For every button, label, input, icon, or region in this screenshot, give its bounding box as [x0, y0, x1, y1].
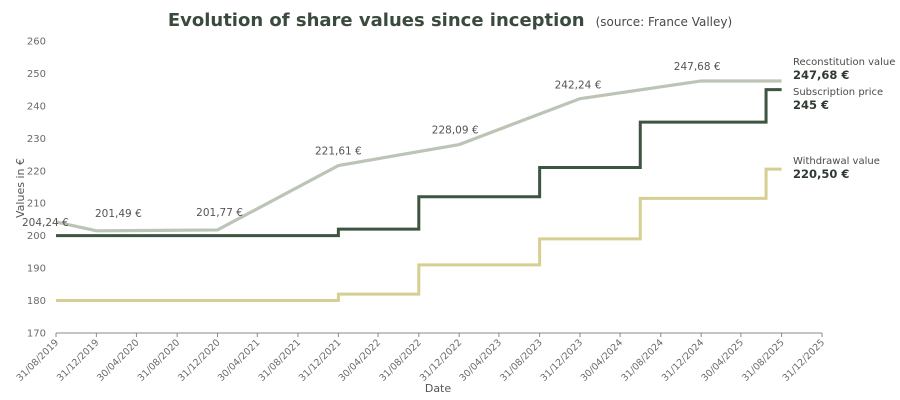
series-line-reconstitution-value [55, 79, 782, 233]
y-tick-label: 170 [27, 329, 46, 340]
legend-end-value: 247,68 € [793, 68, 849, 82]
y-tick-label: 200 [27, 231, 46, 242]
data-label: 242,24 € [555, 80, 602, 92]
x-tick-label: 31/08/2022 [377, 337, 424, 384]
y-tick-label: 190 [27, 264, 46, 275]
x-tick-label: 30/04/2022 [337, 337, 384, 384]
y-axis-ticks: 170 180 190 200 210 220 230 240 250 260 [27, 37, 46, 340]
x-tick-label: 30/04/2020 [95, 337, 142, 384]
data-label: 247,68 € [674, 61, 721, 73]
y-tick-label: 230 [27, 134, 46, 145]
chart-title: Evolution of share values since inceptio… [167, 10, 585, 31]
x-tick-label: 31/08/2020 [136, 337, 183, 384]
chart-subtitle: (source: France Valley) [595, 15, 733, 29]
legend-name: Withdrawal value [793, 156, 880, 167]
legend-end-value: 220,50 € [793, 167, 849, 181]
x-tick-label: 30/04/2023 [458, 337, 505, 384]
x-tick-label: 31/08/2019 [15, 337, 62, 384]
x-axis-label: Date [425, 382, 452, 395]
y-tick-label: 240 [27, 101, 46, 112]
y-tick-label: 210 [27, 199, 46, 210]
legend-end-value: 245 € [793, 98, 829, 112]
x-tick-label: 31/08/2023 [498, 337, 545, 384]
series-line-withdrawal-value [56, 167, 782, 303]
x-tick-label: 30/04/2021 [216, 337, 263, 384]
x-tick-label: 30/04/2025 [700, 337, 747, 384]
x-axis-ticks: 31/08/201931/12/201930/04/202031/08/2020… [15, 333, 828, 384]
data-label: 204,24 € [22, 217, 69, 229]
x-tick-label: 31/12/2025 [781, 337, 828, 384]
data-labels: 204,24 € 201,49 € 201,77 € 221,61 € 228,09 €… [22, 61, 721, 229]
x-tick-label: 31/08/2025 [740, 337, 787, 384]
x-tick-label: 31/08/2024 [619, 337, 666, 384]
y-tick-label: 260 [27, 37, 46, 48]
legend-name: Reconstitution value [793, 57, 895, 68]
x-tick-label: 31/08/2021 [257, 337, 304, 384]
series-line-subscription-price [56, 88, 782, 238]
y-tick-label: 250 [27, 69, 46, 80]
series-lines [55, 79, 782, 303]
y-tick-label: 220 [27, 166, 46, 177]
data-label: 228,09 € [432, 125, 479, 137]
y-axis-label: Values in € [14, 158, 27, 218]
data-label: 201,77 € [196, 207, 243, 219]
chart-title-block: Evolution of share values since inceptio… [0, 10, 900, 31]
y-tick-label: 180 [27, 296, 46, 307]
data-label: 201,49 € [95, 208, 142, 220]
x-tick-label: 30/04/2024 [579, 337, 626, 384]
data-label: 221,61 € [315, 146, 362, 158]
legend-name: Subscription price [793, 87, 883, 98]
